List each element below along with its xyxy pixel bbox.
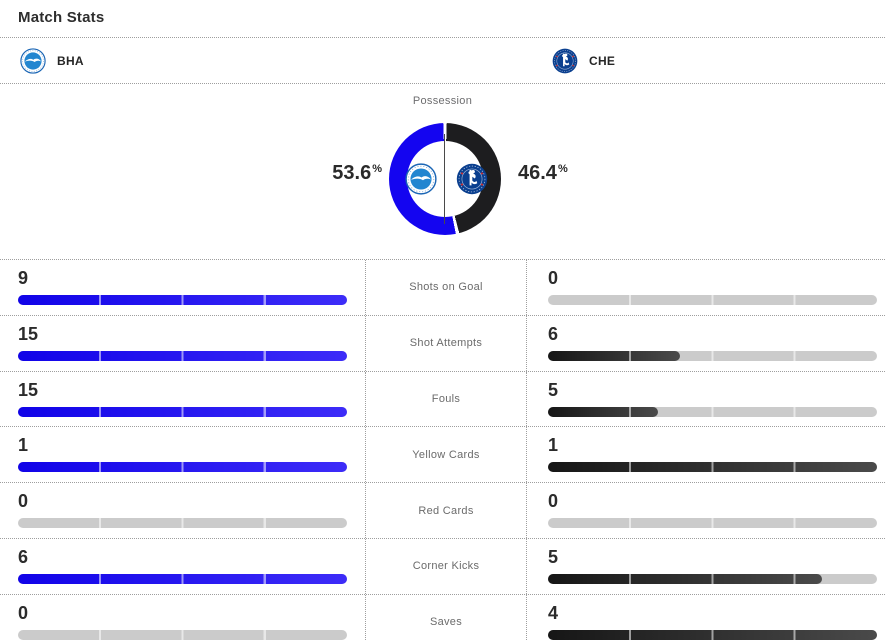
- home-stat-cell: 6: [0, 539, 365, 594]
- away-stat-bar: [548, 462, 877, 473]
- away-stat-bar: [548, 629, 877, 640]
- home-stat-cell: 1: [0, 427, 365, 482]
- home-stat-value: 15: [18, 379, 39, 400]
- stat-row-red-cards: 0 Red Cards 0: [0, 483, 885, 539]
- home-stat-value: 0: [18, 491, 29, 512]
- home-stat-bar: [18, 350, 347, 361]
- home-stat-value: 15: [18, 323, 39, 344]
- home-team: BHA: [20, 38, 84, 84]
- away-stat-cell: 6: [527, 316, 885, 371]
- stat-row-yellow-cards: 1 Yellow Cards 1: [0, 427, 885, 484]
- home-stat-cell: 0: [0, 595, 365, 641]
- stat-row-shots-on-goal: 9 Shots on Goal 0: [0, 260, 885, 316]
- away-stat-cell: 0: [527, 260, 885, 315]
- home-stat-bar: [18, 573, 347, 584]
- away-stat-value: 5: [548, 379, 559, 400]
- away-stat-value: 5: [548, 546, 559, 567]
- home-stat-value: 0: [18, 602, 29, 623]
- away-stat-value: 6: [548, 323, 559, 344]
- team-header-row: BHA CHE: [0, 38, 885, 84]
- possession-section: Possession 53.6%: [0, 84, 885, 259]
- away-stat-value: 0: [548, 268, 559, 288]
- home-stat-value: 9: [18, 268, 29, 288]
- away-team-abbr: CHE: [589, 54, 616, 68]
- home-stat-cell: 9: [0, 260, 365, 315]
- stat-label-cell: Saves: [365, 594, 527, 641]
- away-stat-value: 1: [548, 435, 559, 456]
- stat-row-saves: 0 Saves 4: [0, 594, 885, 641]
- home-stat-cell: 15: [0, 316, 365, 371]
- home-stat-bar: [18, 462, 347, 473]
- stat-row-fouls: 15 Fouls 5: [0, 371, 885, 428]
- donut-divider-line: [444, 134, 445, 224]
- away-possession-value: 46.4%: [518, 162, 568, 184]
- away-stat-bar: [548, 350, 877, 361]
- section-header: Match Stats: [0, 0, 885, 38]
- home-stat-bar: [18, 406, 347, 417]
- chelsea-crest-icon: [456, 163, 488, 195]
- home-team-abbr: BHA: [57, 54, 84, 68]
- away-stat-cell: 0: [527, 483, 885, 538]
- home-stat-value: 1: [18, 435, 29, 456]
- stat-row-shot-attempts: 15 Shot Attempts 6: [0, 315, 885, 372]
- percent-sign: %: [372, 163, 382, 175]
- away-stat-cell: 1: [527, 427, 885, 482]
- stat-label: Shot Attempts: [409, 337, 483, 350]
- stat-label: Yellow Cards: [412, 448, 480, 461]
- page-title: Match Stats: [18, 9, 105, 26]
- away-stat-bar: [548, 518, 877, 529]
- stat-label: Fouls: [431, 392, 461, 405]
- home-stat-bar: [18, 629, 347, 640]
- stat-label-cell: Fouls: [365, 371, 527, 427]
- away-stat-cell: 5: [527, 539, 885, 594]
- possession-donut-chart: [389, 123, 501, 235]
- home-stat-bar: [18, 295, 347, 305]
- stat-label-cell: Shot Attempts: [365, 315, 527, 371]
- home-stat-cell: 0: [0, 483, 365, 538]
- stat-label-cell: Shots on Goal: [365, 260, 527, 315]
- home-stat-bar: [18, 518, 347, 529]
- stat-label: Corner Kicks: [412, 560, 480, 573]
- away-stat-cell: 5: [527, 372, 885, 427]
- away-stat-bar: [548, 295, 877, 305]
- away-stat-value: 4: [548, 602, 559, 623]
- stats-table: 9 Shots on Goal 0 15 Shot Attempts 6 15: [0, 259, 885, 641]
- possession-label: Possession: [412, 95, 473, 107]
- away-stat-cell: 4: [527, 595, 885, 641]
- stat-row-corner-kicks: 6 Corner Kicks 5: [0, 538, 885, 595]
- chelsea-crest-icon: [552, 48, 578, 74]
- away-stat-bar: [548, 406, 877, 417]
- stat-label-cell: Corner Kicks: [365, 538, 527, 594]
- stat-label: Red Cards: [418, 504, 474, 517]
- stat-label-cell: Red Cards: [365, 483, 527, 538]
- brighton-crest-icon: [20, 48, 46, 74]
- brighton-crest-icon: [405, 163, 437, 195]
- away-stat-bar: [548, 573, 877, 584]
- home-stat-value: 6: [18, 546, 29, 567]
- stat-label-cell: Yellow Cards: [365, 427, 527, 483]
- home-stat-cell: 15: [0, 372, 365, 427]
- stat-label: Shots on Goal: [409, 281, 483, 294]
- away-team: CHE: [552, 38, 615, 84]
- stat-label: Saves: [429, 616, 463, 629]
- home-possession-value: 53.6%: [332, 162, 382, 184]
- away-stat-value: 0: [548, 491, 559, 512]
- percent-sign: %: [557, 163, 568, 175]
